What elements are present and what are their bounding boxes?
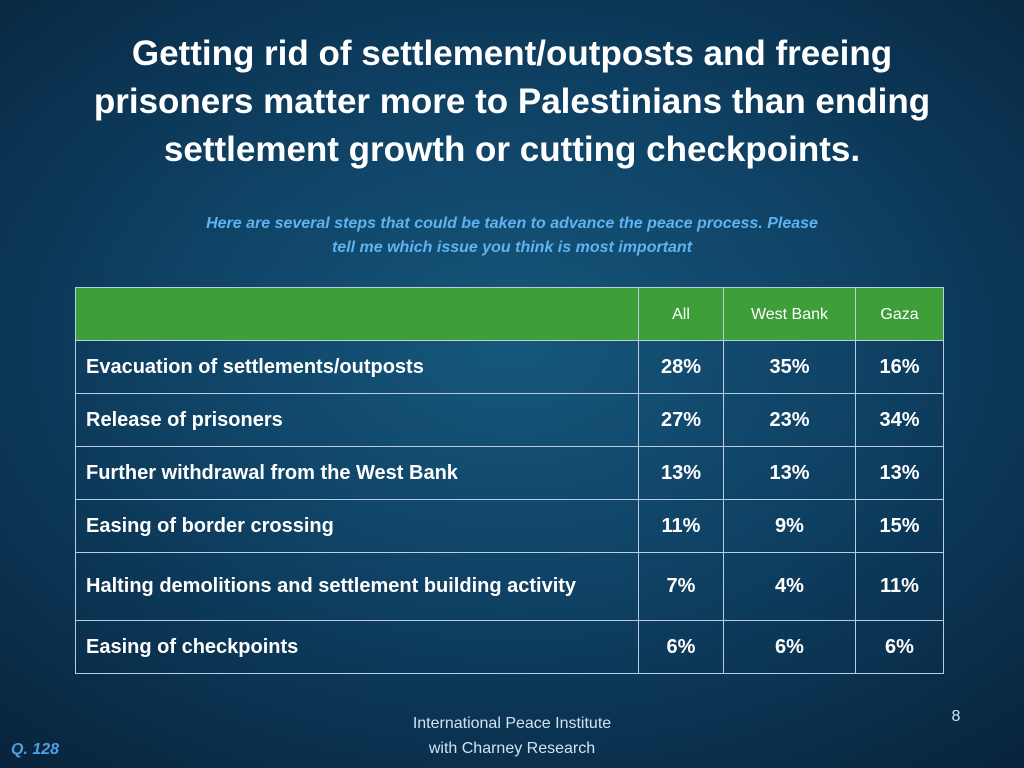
cell-all: 7% <box>638 552 724 621</box>
cell-all: 6% <box>638 620 724 674</box>
table-row: Easing of checkpoints 6% 6% 6% <box>75 620 944 674</box>
question-text: Here are several steps that could be tak… <box>100 212 924 260</box>
row-label: Halting demolitions and settlement build… <box>75 552 639 621</box>
question-line-2: tell me which issue you think is most im… <box>331 239 693 256</box>
row-label: Further withdrawal from the West Bank <box>75 446 639 500</box>
cell-west-bank: 13% <box>723 446 856 500</box>
cell-all: 27% <box>638 393 724 447</box>
footer-credit: International Peace Institute with Charn… <box>312 711 712 761</box>
header-cell-all: All <box>638 287 724 341</box>
slide-title: Getting rid of settlement/outposts and f… <box>20 30 1004 174</box>
table-row: Release of prisoners 27% 23% 34% <box>75 393 944 447</box>
page-number: 8 <box>951 708 961 725</box>
title-line-3: settlement growth or cutting checkpoints… <box>163 130 861 169</box>
row-label: Easing of border crossing <box>75 499 639 553</box>
row-label: Evacuation of settlements/outposts <box>75 340 639 394</box>
table-header-row: All West Bank Gaza <box>75 287 944 341</box>
cell-gaza: 15% <box>855 499 944 553</box>
cell-gaza: 13% <box>855 446 944 500</box>
cell-west-bank: 9% <box>723 499 856 553</box>
question-line-1: Here are several steps that could be tak… <box>206 215 818 232</box>
cell-all: 11% <box>638 499 724 553</box>
cell-all: 28% <box>638 340 724 394</box>
table-row: Evacuation of settlements/outposts 28% 3… <box>75 340 944 394</box>
title-line-2: prisoners matter more to Palestinians th… <box>93 82 931 121</box>
table-row: Halting demolitions and settlement build… <box>75 552 944 621</box>
table-row: Easing of border crossing 11% 9% 15% <box>75 499 944 553</box>
cell-all: 13% <box>638 446 724 500</box>
cell-west-bank: 23% <box>723 393 856 447</box>
footer-line-1: International Peace Institute <box>412 715 612 732</box>
row-label: Easing of checkpoints <box>75 620 639 674</box>
row-label: Release of prisoners <box>75 393 639 447</box>
title-line-1: Getting rid of settlement/outposts and f… <box>131 34 893 73</box>
footer-line-2: with Charney Research <box>428 740 596 757</box>
results-table: All West Bank Gaza Evacuation of settlem… <box>75 287 944 674</box>
question-reference: Q. 128 <box>11 741 60 758</box>
header-cell-blank <box>75 287 639 341</box>
header-cell-west-bank: West Bank <box>723 287 856 341</box>
cell-gaza: 16% <box>855 340 944 394</box>
cell-west-bank: 4% <box>723 552 856 621</box>
cell-gaza: 11% <box>855 552 944 621</box>
cell-gaza: 34% <box>855 393 944 447</box>
table-row: Further withdrawal from the West Bank 13… <box>75 446 944 500</box>
cell-west-bank: 6% <box>723 620 856 674</box>
cell-gaza: 6% <box>855 620 944 674</box>
cell-west-bank: 35% <box>723 340 856 394</box>
header-cell-gaza: Gaza <box>855 287 944 341</box>
